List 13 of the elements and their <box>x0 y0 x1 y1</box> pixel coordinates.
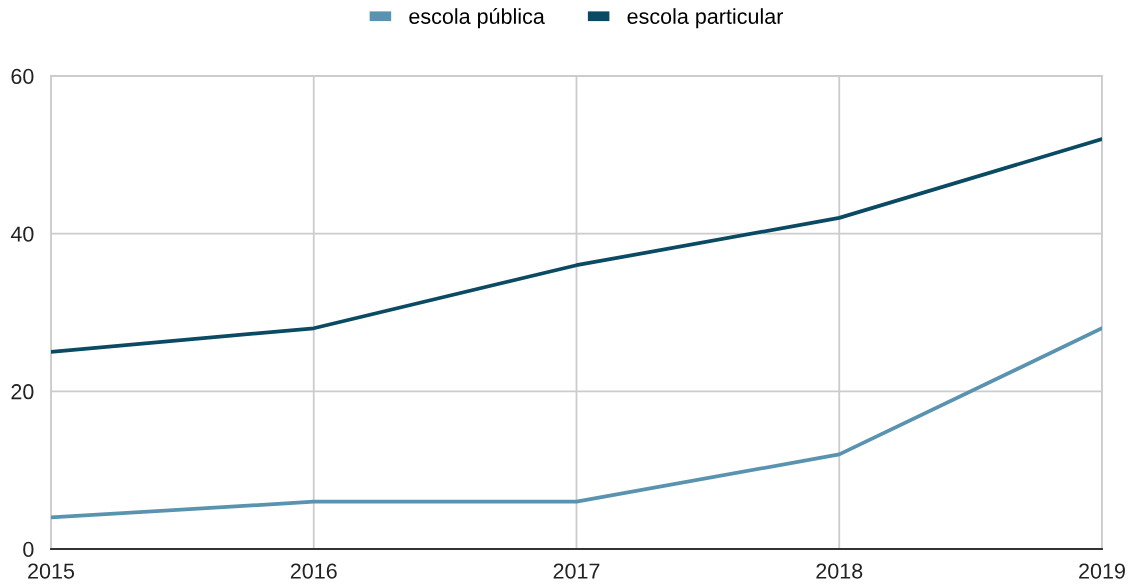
x-tick-label: 2018 <box>816 563 863 579</box>
line-series <box>51 326 1102 520</box>
line-series <box>51 137 1102 354</box>
x-tick-label: 2017 <box>553 563 600 579</box>
y-tick-label: 20 <box>11 384 34 400</box>
x-tick-label: 2016 <box>290 563 337 579</box>
x-tick-label: 2019 <box>1079 563 1125 579</box>
legend-label: escola pública <box>409 7 545 29</box>
y-tick-label: 60 <box>11 68 34 85</box>
y-tick-label: 40 <box>10 226 34 242</box>
x-tick-label: 2015 <box>28 563 75 579</box>
y-tick-label: 0 <box>23 541 34 558</box>
legend-label: escola particular <box>627 8 784 29</box>
